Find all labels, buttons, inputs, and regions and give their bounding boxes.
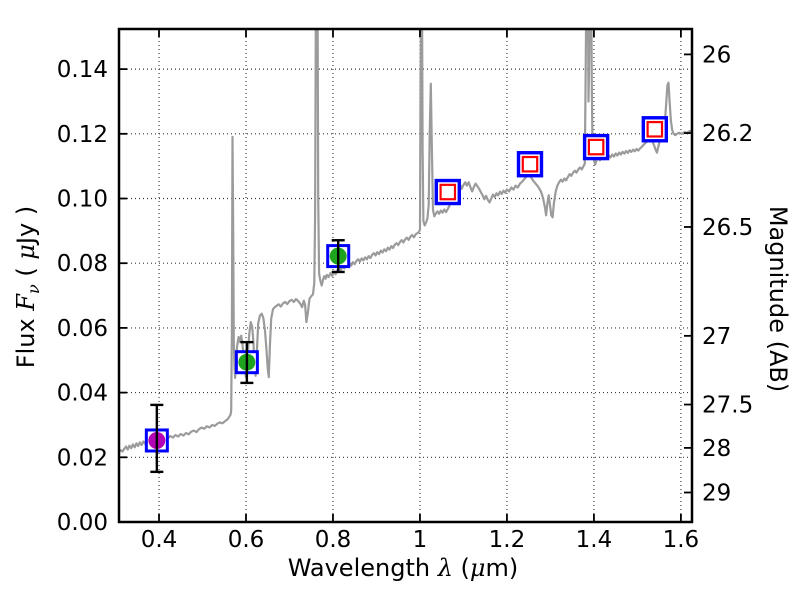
- label-text: Flux: [12, 311, 40, 369]
- inner-red-square-marker: [521, 155, 539, 173]
- y-tick-label: 0.04: [57, 381, 108, 407]
- y-tick-label: 0.00: [57, 510, 108, 536]
- label-symbol: μ: [12, 244, 40, 260]
- label-symbol: μ: [470, 554, 486, 582]
- y-tick-label: 0.02: [57, 445, 108, 471]
- x-tick-label: 1.2: [489, 527, 526, 553]
- y-axis-label-right: Magnitude (AB): [764, 206, 792, 392]
- x-tick-label: 1.6: [663, 527, 700, 553]
- photometry-point: [234, 340, 259, 385]
- right-tick-label: 28: [702, 436, 731, 462]
- y-tick-label: 0.06: [57, 316, 108, 342]
- label-symbol: ν: [24, 284, 43, 294]
- inner-red-square-marker: [439, 183, 457, 201]
- series-layer: [119, 29, 692, 474]
- x-tick-label: 0.8: [315, 527, 352, 553]
- plot-background: [119, 29, 692, 522]
- photometry-point: [582, 133, 610, 161]
- y-tick-label: 0.14: [57, 57, 108, 83]
- label-text: m): [486, 554, 519, 582]
- right-tick-label: 26.2: [702, 121, 753, 147]
- right-tick-label: 29: [702, 480, 731, 506]
- error-bar: [240, 340, 254, 385]
- y-axis-label-left: Flux Fν​ ( μJy ): [12, 206, 43, 368]
- right-tick-label: 27.5: [702, 393, 753, 419]
- y-tick-label: 0.08: [57, 251, 108, 277]
- right-tick-label: 26.5: [702, 215, 753, 241]
- x-tick-label: 0.4: [141, 527, 178, 553]
- y-tick-label: 0.12: [57, 122, 108, 148]
- grid-layer: [119, 29, 692, 522]
- label-text: (: [12, 260, 40, 285]
- plot-frame: [117, 27, 694, 524]
- error-bar: [150, 403, 164, 474]
- x-axis-label: Wavelength λ (μm): [288, 554, 519, 582]
- x-tick-label: 1: [413, 527, 428, 553]
- photometry-point: [516, 151, 544, 178]
- photometry-point: [641, 116, 669, 143]
- y-tick-label: 0.10: [57, 187, 108, 213]
- photometry-point: [144, 403, 169, 474]
- photometry-point: [326, 239, 351, 274]
- spectrum-line: [119, 29, 692, 454]
- axes-layer: 0.4 0.6 0.8 1 1.2 1.4 1.6 0.00 0.02 0.04 0.06 0.08 0…: [57, 27, 753, 553]
- label-symbol: F: [12, 293, 40, 312]
- label-symbol: λ: [437, 554, 453, 582]
- x-tick-label: 1.4: [576, 527, 613, 553]
- label-text: (: [453, 554, 470, 582]
- label-text: Wavelength: [288, 554, 438, 582]
- right-tick-label: 27: [702, 324, 731, 350]
- x-tick-label: 0.6: [228, 527, 265, 553]
- photometry-point: [434, 178, 461, 206]
- label-text: Jy ): [12, 206, 40, 246]
- right-tick-label: 26: [702, 42, 731, 68]
- inner-red-square-marker: [587, 138, 605, 156]
- error-bar: [331, 239, 345, 274]
- inner-red-square-marker: [646, 120, 664, 138]
